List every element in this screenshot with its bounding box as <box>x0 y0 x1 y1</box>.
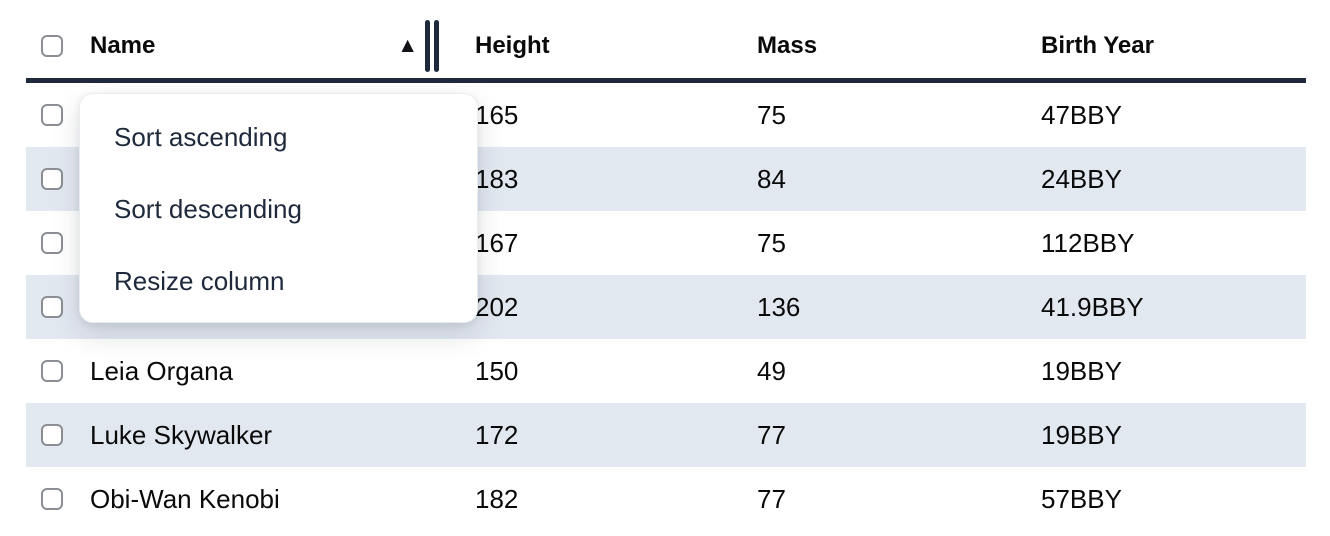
cell-birth-year: 41.9BBY <box>1041 291 1144 322</box>
column-header-height[interactable]: Height <box>475 32 550 59</box>
cell-mass: 75 <box>757 99 786 130</box>
cell-mass: 77 <box>757 419 786 450</box>
cell-birth-year: 112BBY <box>1041 227 1135 258</box>
column-header-name[interactable]: Name ▲ <box>78 14 446 78</box>
menu-item-sort-descending[interactable]: Sort descending <box>114 193 302 224</box>
cell-name: Luke Skywalker <box>90 419 273 450</box>
cell-height: 172 <box>475 419 519 450</box>
row-checkbox[interactable] <box>41 424 63 446</box>
cell-birth-year: 19BBY <box>1041 355 1122 386</box>
cell-height: 202 <box>475 291 519 322</box>
row-checkbox[interactable] <box>41 488 63 510</box>
cell-height: 165 <box>475 99 519 130</box>
row-checkbox[interactable] <box>41 168 63 190</box>
table-row: 167 75 112BBY <box>26 211 1306 275</box>
table-row: Leia Organa 150 49 19BBY <box>26 339 1306 403</box>
column-resize-handle-icon[interactable] <box>425 20 439 72</box>
sort-ascending-icon: ▲ <box>397 34 418 58</box>
column-context-menu: Sort ascending Sort descending Resize co… <box>79 93 478 323</box>
cell-mass: 84 <box>757 163 786 194</box>
cell-height: 183 <box>475 163 519 194</box>
cell-name: Leia Organa <box>90 355 234 386</box>
header-checkbox-cell <box>26 35 78 57</box>
table-row: Obi-Wan Kenobi 182 77 57BBY <box>26 467 1306 510</box>
row-checkbox[interactable] <box>41 360 63 382</box>
cell-height: 182 <box>475 483 519 511</box>
cell-mass: 75 <box>757 227 786 258</box>
row-checkbox[interactable] <box>41 296 63 318</box>
cell-name: Obi-Wan Kenobi <box>90 483 280 511</box>
cell-birth-year: 57BBY <box>1041 483 1122 511</box>
menu-item-resize-column[interactable]: Resize column <box>114 265 285 296</box>
cell-mass: 136 <box>757 291 801 322</box>
table-header: Name ▲ Height Mass Birth Year <box>26 0 1306 83</box>
cell-birth-year: 19BBY <box>1041 419 1122 450</box>
cell-height: 167 <box>475 227 519 258</box>
menu-item-sort-ascending[interactable]: Sort ascending <box>114 121 288 152</box>
table-row: 165 75 47BBY <box>26 83 1306 147</box>
cell-mass: 49 <box>757 355 786 386</box>
table-row: Luke Skywalker 172 77 19BBY <box>26 403 1306 467</box>
column-header-birth-year[interactable]: Birth Year <box>1041 32 1154 59</box>
row-checkbox[interactable] <box>41 232 63 254</box>
select-all-checkbox[interactable] <box>41 35 63 57</box>
column-header-name-label: Name <box>90 32 156 59</box>
cell-height: 150 <box>475 355 519 386</box>
cell-mass: 77 <box>757 483 786 511</box>
column-header-mass[interactable]: Mass <box>757 32 818 59</box>
cell-birth-year: 24BBY <box>1041 163 1122 194</box>
row-checkbox[interactable] <box>41 104 63 126</box>
cell-birth-year: 47BBY <box>1041 99 1122 130</box>
